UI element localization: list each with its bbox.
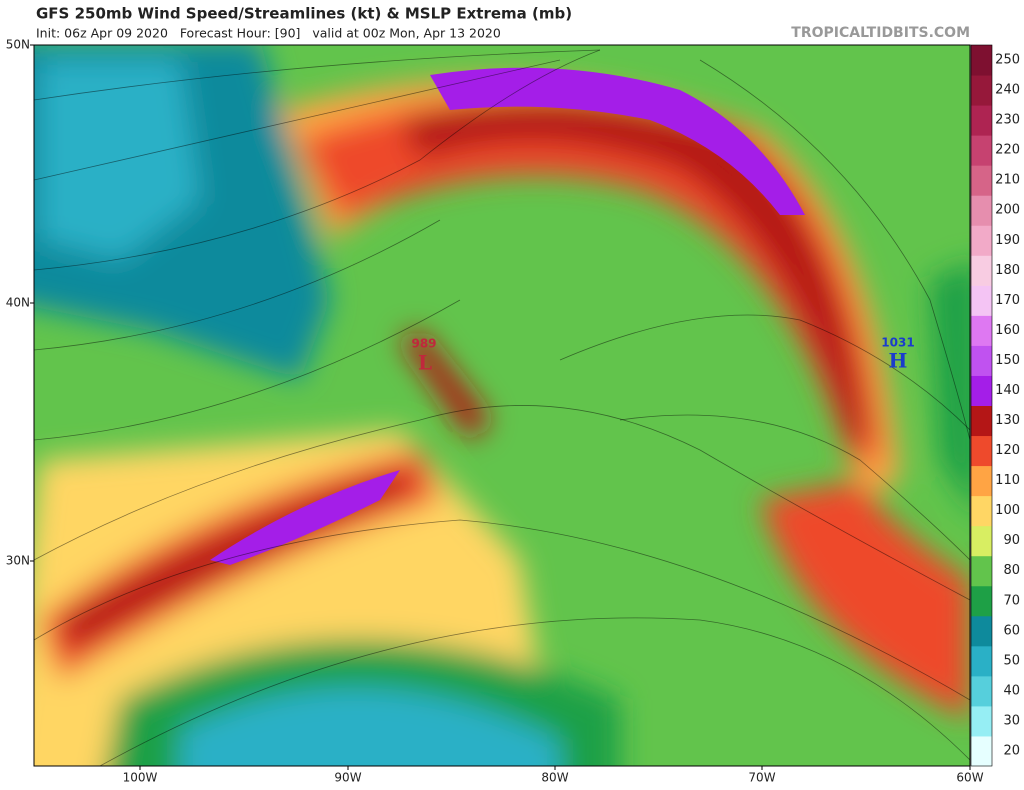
- colorbar: 20 30 40 50 60 70 80 90 100 110 120 130 140 150 160 170…: [970, 44, 1020, 767]
- colorbar-segment: [971, 255, 992, 286]
- colorbar-segment: [971, 165, 992, 196]
- colorbar-segment: [971, 585, 992, 617]
- colorbar-segment: [971, 675, 992, 707]
- map: [34, 45, 970, 766]
- longitude-labels: 100W 90W 80W 70W 60W: [123, 766, 984, 785]
- subtitle: Init: 06z Apr 09 2020 Forecast Hour: [90…: [36, 26, 501, 41]
- watermark: TROPICALTIDBITS.COM: [791, 25, 970, 41]
- colorbar-segment: [971, 375, 992, 406]
- colorbar-label: 140: [995, 383, 1020, 398]
- colorbar-segment: [971, 465, 992, 497]
- colorbar-segment: [971, 105, 992, 136]
- colorbar-label: 160: [995, 323, 1020, 338]
- low-pressure-value: 989: [411, 337, 436, 351]
- colorbar-segment: [971, 135, 992, 166]
- colorbar-segment: [971, 615, 992, 647]
- title: GFS 250mb Wind Speed/Streamlines (kt) & …: [36, 5, 572, 23]
- colorbar-segment: [971, 75, 992, 106]
- colorbar-label: 40: [1003, 683, 1020, 698]
- colorbar-label: 50: [1003, 653, 1020, 668]
- colorbar-segment: [971, 705, 992, 737]
- colorbar-label: 250: [995, 53, 1020, 68]
- colorbar-label: 210: [995, 173, 1020, 188]
- latitude-label: 40N: [6, 296, 30, 310]
- colorbar-label: 120: [995, 443, 1020, 458]
- colorbar-label: 220: [995, 143, 1020, 158]
- colorbar-label: 200: [995, 203, 1020, 218]
- colorbar-segment: [971, 315, 992, 346]
- latitude-labels: 50N 40N 30N: [6, 38, 34, 568]
- map-frame: [33, 44, 971, 767]
- colorbar-label: 110: [995, 473, 1020, 488]
- high-pressure-symbol: H: [889, 349, 908, 373]
- colorbar-label: 240: [995, 83, 1020, 98]
- longitude-label: 100W: [123, 771, 158, 785]
- colorbar-label: 30: [1003, 713, 1020, 728]
- colorbar-label: 170: [995, 293, 1020, 308]
- latitude-label: 50N: [6, 38, 30, 52]
- colorbar-label: 20: [1003, 743, 1020, 758]
- latitude-label: 30N: [6, 554, 30, 568]
- colorbar-segment: [971, 345, 992, 376]
- colorbar-label: 90: [1003, 533, 1020, 548]
- longitude-label: 60W: [956, 771, 983, 785]
- colorbar-segment: [971, 525, 992, 557]
- colorbar-label: 100: [995, 503, 1020, 518]
- colorbar-label: 130: [995, 413, 1020, 428]
- colorbar-segment: [971, 435, 992, 467]
- longitude-label: 90W: [334, 771, 361, 785]
- colorbar-label: 190: [995, 233, 1020, 248]
- colorbar-segment: [971, 405, 992, 437]
- colorbar-frame: [970, 44, 993, 767]
- colorbar-label: 60: [1003, 623, 1020, 638]
- colorbar-segment: [971, 555, 992, 587]
- colorbar-segment: [971, 45, 992, 76]
- colorbar-segment: [971, 225, 992, 256]
- colorbar-segment: [971, 285, 992, 316]
- colorbar-segment: [971, 195, 992, 226]
- colorbar-label: 80: [1003, 563, 1020, 578]
- colorbar-label: 70: [1003, 593, 1020, 608]
- longitude-label: 70W: [748, 771, 775, 785]
- colorbar-label: 180: [995, 263, 1020, 278]
- colorbar-segment: [971, 645, 992, 677]
- low-pressure-symbol: L: [418, 351, 432, 375]
- colorbar-label: 150: [995, 353, 1020, 368]
- colorbar-segment: [971, 495, 992, 527]
- longitude-label: 80W: [541, 771, 568, 785]
- high-pressure-value: 1031: [881, 336, 914, 350]
- colorbar-segment: [971, 735, 992, 767]
- colorbar-label: 230: [995, 113, 1020, 128]
